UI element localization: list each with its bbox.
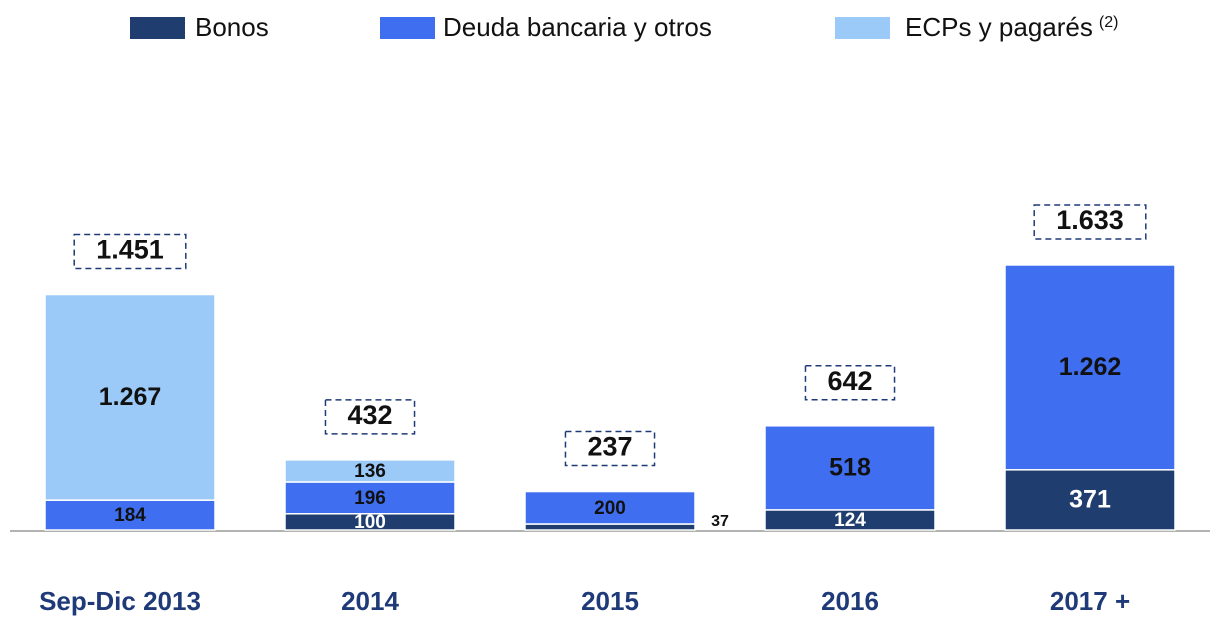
total-label: 432: [347, 400, 392, 430]
bar-segment: [44, 293, 216, 501]
bar-segment: [1004, 264, 1176, 471]
data-label: 184: [114, 505, 146, 526]
total-box: [564, 430, 656, 467]
data-label: 37: [711, 513, 729, 530]
x-tick-label: Sep-Dic 2013: [39, 586, 201, 616]
x-tick-label: 2017 +: [1050, 586, 1130, 616]
x-tick-label: 2016: [821, 586, 879, 616]
data-label: 1.267: [99, 383, 162, 411]
legend-swatch: [130, 17, 185, 39]
bar-segment: [44, 499, 216, 531]
legend-note: (2): [1099, 14, 1119, 31]
bar-segment: [524, 523, 696, 531]
bar-segment: [524, 490, 696, 525]
total-label: 237: [587, 432, 632, 462]
total-label: 642: [827, 366, 872, 396]
legend-swatch: [835, 17, 890, 39]
legend-label: ECPs y pagarés: [905, 12, 1093, 42]
legend-label: Bonos: [195, 12, 269, 42]
bar-segment: [764, 425, 936, 511]
legend-label: Deuda bancaria y otros: [443, 12, 712, 42]
data-label: 518: [829, 453, 871, 481]
data-label: 200: [594, 498, 626, 519]
total-box: [1033, 204, 1147, 240]
bar-segment: [284, 459, 456, 483]
total-box: [324, 399, 416, 435]
total-label: 1.451: [96, 235, 164, 265]
x-tick-label: 2014: [341, 586, 399, 616]
data-label: 124: [834, 510, 866, 531]
data-label: 136: [354, 461, 386, 482]
data-label: 1.262: [1059, 353, 1122, 381]
legend-swatch: [380, 17, 435, 39]
data-label: 371: [1069, 486, 1111, 514]
data-label: 100: [354, 512, 386, 533]
total-box: [73, 233, 187, 270]
total-box: [804, 365, 896, 401]
total-label: 1.633: [1056, 205, 1124, 235]
data-label: 196: [354, 488, 386, 509]
x-tick-label: 2015: [581, 586, 639, 616]
bar-segment: [1004, 469, 1176, 531]
